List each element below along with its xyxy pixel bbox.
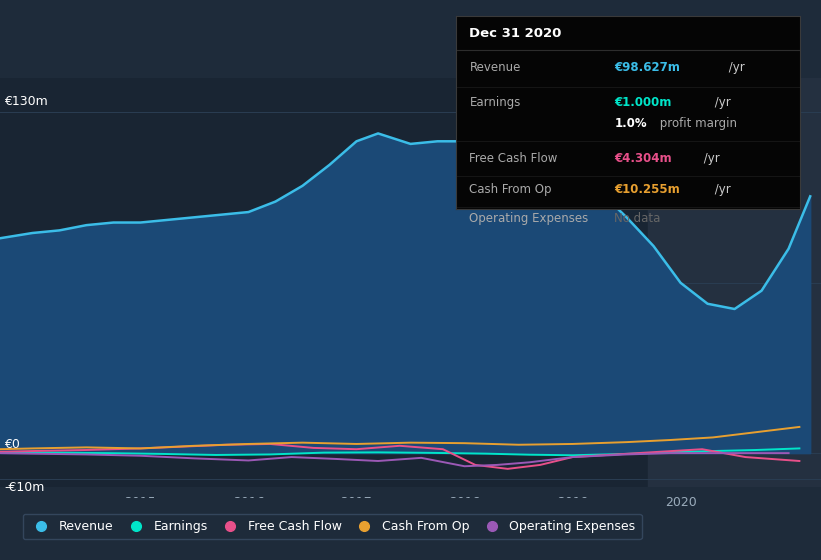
Text: /yr: /yr	[725, 62, 745, 74]
Text: No data: No data	[614, 212, 661, 225]
Text: €10.255m: €10.255m	[614, 183, 680, 196]
Bar	[648, 78, 821, 487]
Text: €1.000m: €1.000m	[614, 96, 672, 109]
Text: 1.0%: 1.0%	[614, 118, 647, 130]
Text: Earnings: Earnings	[470, 96, 521, 109]
Legend: Revenue, Earnings, Free Cash Flow, Cash From Op, Operating Expenses: Revenue, Earnings, Free Cash Flow, Cash …	[23, 514, 642, 539]
Text: Revenue: Revenue	[470, 62, 521, 74]
Text: -€10m: -€10m	[4, 482, 44, 494]
Text: €98.627m: €98.627m	[614, 62, 680, 74]
Text: €4.304m: €4.304m	[614, 152, 672, 165]
Text: €0: €0	[4, 438, 20, 451]
Text: Free Cash Flow: Free Cash Flow	[470, 152, 557, 165]
Text: €130m: €130m	[4, 95, 48, 109]
Text: Operating Expenses: Operating Expenses	[470, 212, 589, 225]
Text: /yr: /yr	[711, 183, 731, 196]
Text: Dec 31 2020: Dec 31 2020	[470, 26, 562, 40]
Text: /yr: /yr	[711, 96, 731, 109]
Text: Cash From Op: Cash From Op	[470, 183, 552, 196]
Text: profit margin: profit margin	[656, 118, 736, 130]
Text: /yr: /yr	[700, 152, 720, 165]
